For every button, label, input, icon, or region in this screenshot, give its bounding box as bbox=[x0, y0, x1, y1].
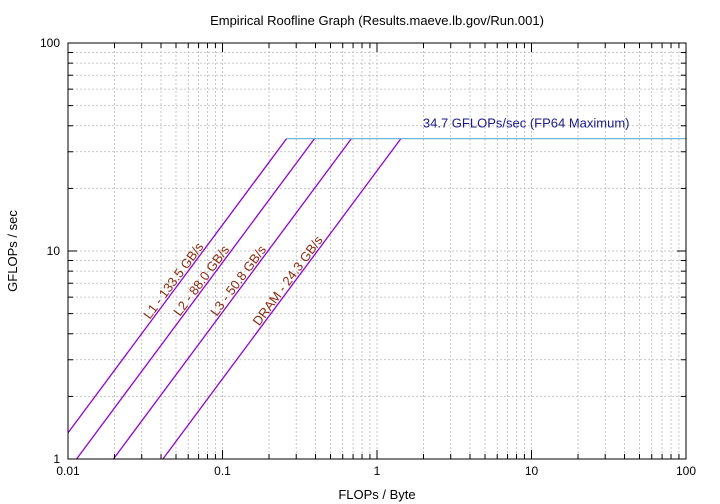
roof-lines bbox=[67, 137, 686, 460]
roof-line-l3 bbox=[112, 138, 352, 460]
roof-labels: L1 - 133.5 GB/sL2 - 88.0 GB/sL3 - 50.8 G… bbox=[140, 116, 629, 329]
grid-lines bbox=[68, 43, 686, 459]
roof-line-l2 bbox=[76, 138, 316, 460]
y-tick-label: 1 bbox=[53, 452, 60, 466]
y-axis-label: GFLOPs / sec bbox=[5, 210, 20, 292]
x-tick-label: 10 bbox=[525, 464, 539, 478]
roof-line-l1 bbox=[67, 138, 288, 434]
peak-label: 34.7 GFLOPs/sec (FP64 Maximum) bbox=[423, 116, 630, 131]
x-axis-label: FLOPs / Byte bbox=[338, 487, 415, 502]
y-tick-label: 100 bbox=[40, 36, 60, 50]
chart-title: Empirical Roofline Graph (Results.maeve.… bbox=[210, 13, 544, 28]
roof-line-dram bbox=[162, 138, 402, 460]
x-tick-label: 100 bbox=[676, 464, 696, 478]
x-tick-label: 0.1 bbox=[214, 464, 231, 478]
x-tick-label: 1 bbox=[374, 464, 381, 478]
axis-ticks: 0.01 0.1 1 10 100 1 10 100 bbox=[40, 36, 696, 478]
y-tick-label: 10 bbox=[47, 244, 61, 258]
x-tick-label: 0.01 bbox=[56, 464, 80, 478]
